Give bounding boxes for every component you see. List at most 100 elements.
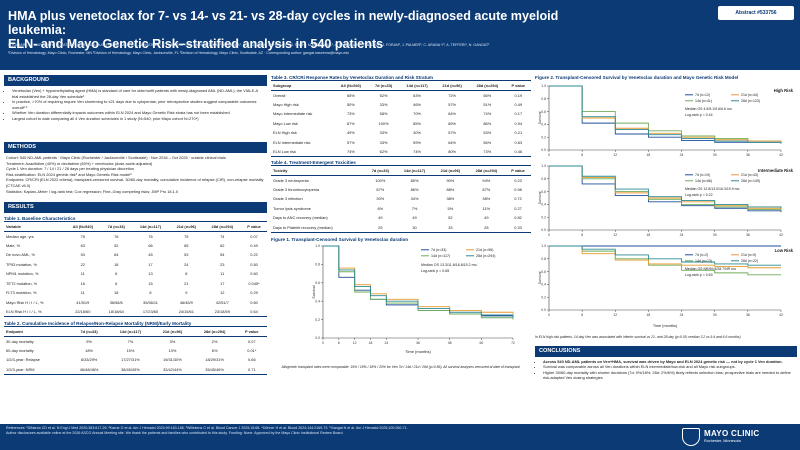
table-cell: 16 (80, 280, 85, 286)
table-cell: 12 (220, 290, 225, 296)
table-cell: Mayo Low risk (273, 120, 298, 126)
table-cell: 0.01* (247, 347, 257, 353)
table-row: Grade 3 neutropenia 100% 85% 90% 94% 0.23 (271, 175, 531, 185)
table-cell: 70% (413, 111, 421, 117)
table-cell: 0.29 (250, 290, 258, 296)
legend-label: 28d (n=22) (741, 259, 758, 263)
table-cell: 0.22 (250, 252, 258, 258)
y-tick-label: 0.8 (541, 177, 546, 181)
figure2-km-plots: 0.0 0.2 0.4 0.6 0.8 1.0 0 6 12 18 24 30 36 42 High Ris… (535, 80, 797, 335)
background-bullet: Largest cohort to date comparing all 4 V… (12, 116, 265, 122)
table-cell: 74% (413, 149, 421, 154)
panel-risk-label: Intermediate Risk (758, 168, 794, 173)
figure1-svg: 0.0 0.2 0.4 0.6 0.8 1.0 0 6 12 18 24 36 48 60 72 Surviv… (312, 244, 515, 354)
y-tick-label: 0.0 (541, 148, 546, 152)
legend-label: 21d (n=96) (476, 248, 493, 252)
table-row: Grade 3 infection 30% 34% 38% 38% 0.72 (271, 194, 531, 204)
table-row: Grade 3 thrombocytopenia 87% 86% 88% 87% 0.98 (271, 185, 531, 195)
table-cell: 11 (80, 290, 85, 296)
table-cell: 75 (184, 233, 189, 239)
background-text: Venetoclax (Ven) + hypomethylating agent… (4, 86, 267, 142)
table-cell: 86% (410, 186, 419, 192)
table-cell: 8 (185, 271, 188, 277)
table-cell: 13% (168, 347, 177, 353)
toxicity-table: Toxicity 7d (n=33) 14d (n=117) 21d (n=96) 28… (271, 165, 531, 233)
table-cell: Overall (273, 92, 286, 98)
table-header-row: Endpoint 7d (n=33) 14d (n=117) 21d (n=96) 28… (4, 326, 267, 337)
x-tick-label: 30 (713, 233, 717, 237)
x-tick-label: 6 (581, 313, 583, 317)
table-cell: 87% (482, 186, 491, 192)
column-header: P value (505, 80, 531, 91)
x-tick-label: 60 (479, 341, 483, 345)
table-cell: 6/33/29% (80, 357, 98, 363)
table-cell: 33% (379, 130, 388, 136)
x-tick-label: 24 (680, 153, 684, 157)
table-cell: 24 (184, 261, 189, 267)
logrank-text: Log-rank p = 0.44 (685, 113, 713, 117)
methods-line: Cohort: 540 ND-AML patients · Mayo Clini… (6, 155, 226, 160)
column-header: 21d (n=96) (152, 326, 193, 337)
methods-line: Risk stratification: ELN 2024 genetic ri… (6, 171, 132, 177)
legend-label: 14d (n=117) (431, 254, 450, 258)
poster-header: HMA plus venetoclax for 7- vs 14- vs 21-… (0, 0, 800, 70)
table-cell: 72% (448, 92, 456, 98)
conclusion-bullet: Higher 30/60-day mortality with shorter … (543, 370, 795, 381)
table-cell: 80% (448, 149, 456, 154)
table-cell: TET2 mutation, % (6, 280, 38, 286)
x-tick-label: 42 (779, 313, 783, 317)
table-cell: 33 (448, 224, 453, 230)
methods-line: Cycle 1 Ven duration: 7 / 14 / 21 / 28 d… (6, 166, 135, 172)
table-cell: Male, % (6, 242, 21, 248)
table-cell: 74 (220, 233, 225, 239)
brand-location: Rochester, Minnesota (704, 439, 741, 443)
table-cell: 35/56/11 (143, 299, 158, 305)
conclusion-bullet: Across 540 ND-AML patients on Ven+HMA, s… (543, 359, 795, 365)
legend-label: 14d (n=13) (695, 259, 712, 263)
poster-footer: References: ¹DiNardo CD et al. N Engl J … (0, 424, 800, 450)
table-row: Mayo Risk H / I / L, % 41/51/9 36/58/6 35/5… (4, 298, 267, 308)
table-cell: 24/15/61 (178, 309, 194, 314)
table-cell: Mayo Risk H / I / L, % (6, 299, 44, 305)
table-cell: Median age, yrs (6, 233, 34, 239)
table-cell: 0.46 (514, 149, 523, 154)
table-cell: 46/45/9 (179, 299, 193, 305)
table-cell: 33% (379, 139, 388, 145)
table-cell: ELN High risk (273, 130, 297, 136)
column-header: 28d (n=294) (468, 80, 506, 91)
table-cell: Grade 3 thrombocytopenia (273, 186, 320, 192)
table-cell: 35/45/46% (205, 366, 224, 372)
table-row: ELN Risk H / I / L, % 22/18/60 18/18/64 17/… (4, 307, 267, 317)
title-line-2: ELN- and Mayo Genetic Risk–stratified an… (8, 37, 384, 51)
table-row: Mayo Intermediate risk 73% 58% 70% 84% 74% 0.1… (271, 109, 531, 119)
table-header-row: Toxicity 7d (n=33) 14d (n=117) 21d (n=96) 28… (271, 165, 531, 176)
table-cell: 52 (114, 242, 119, 248)
table-cell: 19/31/30% (163, 357, 182, 363)
table-cell: ELN Risk H / I / L, % (6, 309, 42, 314)
legend-label: 7d (n=12) (695, 93, 710, 97)
table-cell: 76 (148, 233, 153, 239)
x-axis-label: Time (months) (405, 349, 431, 354)
table-cell: 18/18/64 (108, 309, 124, 314)
legend-label: 28d (n=149) (741, 179, 760, 183)
column-header: 7d (n=33) (69, 326, 109, 337)
km-curve-2 (549, 245, 781, 269)
table-cell: 30-day mortality (6, 338, 34, 344)
table-cell: 0.98 (514, 186, 522, 192)
brand-name: MAYO CLINIC (704, 429, 760, 438)
x-axis-label: Time (months) (653, 324, 678, 328)
table-cell: 34% (410, 196, 419, 202)
table-cell: 76 (114, 233, 119, 239)
cir-nrm-table: Endpoint 7d (n=33) 14d (n=117) 21d (n=96) 28… (4, 326, 267, 375)
x-tick-label: 72 (511, 341, 515, 345)
column-header: 21d (n=96) (433, 165, 468, 176)
response-table: Subgroup All (N=540) 7d (n=33) 14d (n=117) 2… (271, 80, 531, 157)
table-cell: 53 (80, 252, 85, 258)
table-cell: 38% (482, 196, 491, 202)
table-cell: 0.63 (514, 139, 523, 145)
figure2-title: Figure 2. Transplant-Censored Survival b… (535, 75, 739, 80)
x-tick-label: 24 (680, 313, 684, 317)
table-row: Mayo High risk 50% 33% 46% 57% 51% 0.49 (271, 100, 531, 110)
table-cell: 89% (448, 120, 456, 126)
methods-heading: METHODS (4, 142, 267, 153)
